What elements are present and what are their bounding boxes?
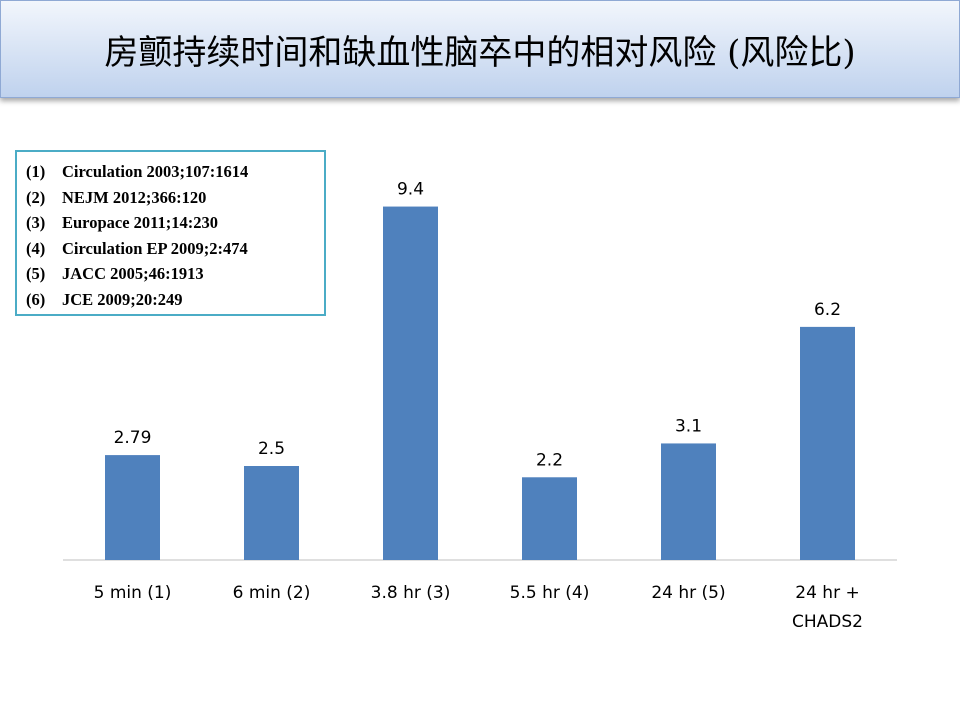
data-label: 3.1 [675,416,702,436]
reference-text: Europace 2011;14:230 [62,213,218,233]
reference-text: JACC 2005;46:1913 [62,264,204,284]
data-label: 9.4 [397,180,424,200]
reference-item: (2) NEJM 2012;366:120 [26,185,324,211]
reference-number: (3) [26,213,46,233]
category-label: 24 hr + [795,583,859,603]
category-label: 3.8 hr (3) [371,583,451,603]
category-label: 5 min (1) [94,583,172,603]
data-label: 2.5 [258,439,285,459]
reference-number: (6) [26,289,46,309]
reference-item: (3) Europace 2011;14:230 [26,210,324,236]
bar [661,443,716,560]
reference-item: (5) JACC 2005;46:1913 [26,261,324,287]
reference-text: Circulation EP 2009;2:474 [62,238,248,258]
reference-text: JCE 2009;20:249 [62,289,183,309]
reference-number: (1) [26,162,46,181]
data-label: 2.79 [114,428,152,448]
reference-number: (2) [26,187,46,207]
slide-title: 房颤持续时间和缺血性脑卒中的相对风险 (风险比) [104,32,856,73]
reference-item: (4) Circulation EP 2009;2:474 [26,236,324,262]
data-label: 6.2 [814,300,841,320]
category-label: 6 min (2) [233,583,311,603]
category-label: 24 hr (5) [651,583,725,603]
reference-item: (6) JCE 2009;20:249 [26,287,324,313]
bar [522,477,577,560]
reference-item: (1) Circulation 2003;107:1614 [26,159,324,185]
category-label: CHADS2 [792,612,863,632]
reference-text: Circulation 2003;107:1614 [62,162,249,181]
bar [105,455,160,560]
bar [244,466,299,560]
references-box: (1) Circulation 2003;107:1614 (2) NEJM 201… [15,150,326,316]
reference-number: (5) [26,264,46,284]
bar [800,326,855,560]
reference-number: (4) [26,238,46,258]
bar [383,206,438,560]
category-label: 5.5 hr (4) [510,583,590,603]
title-banner: 房颤持续时间和缺血性脑卒中的相对风险 (风险比) [0,0,960,98]
reference-text: NEJM 2012;366:120 [62,187,207,207]
data-label: 2.2 [536,450,563,470]
